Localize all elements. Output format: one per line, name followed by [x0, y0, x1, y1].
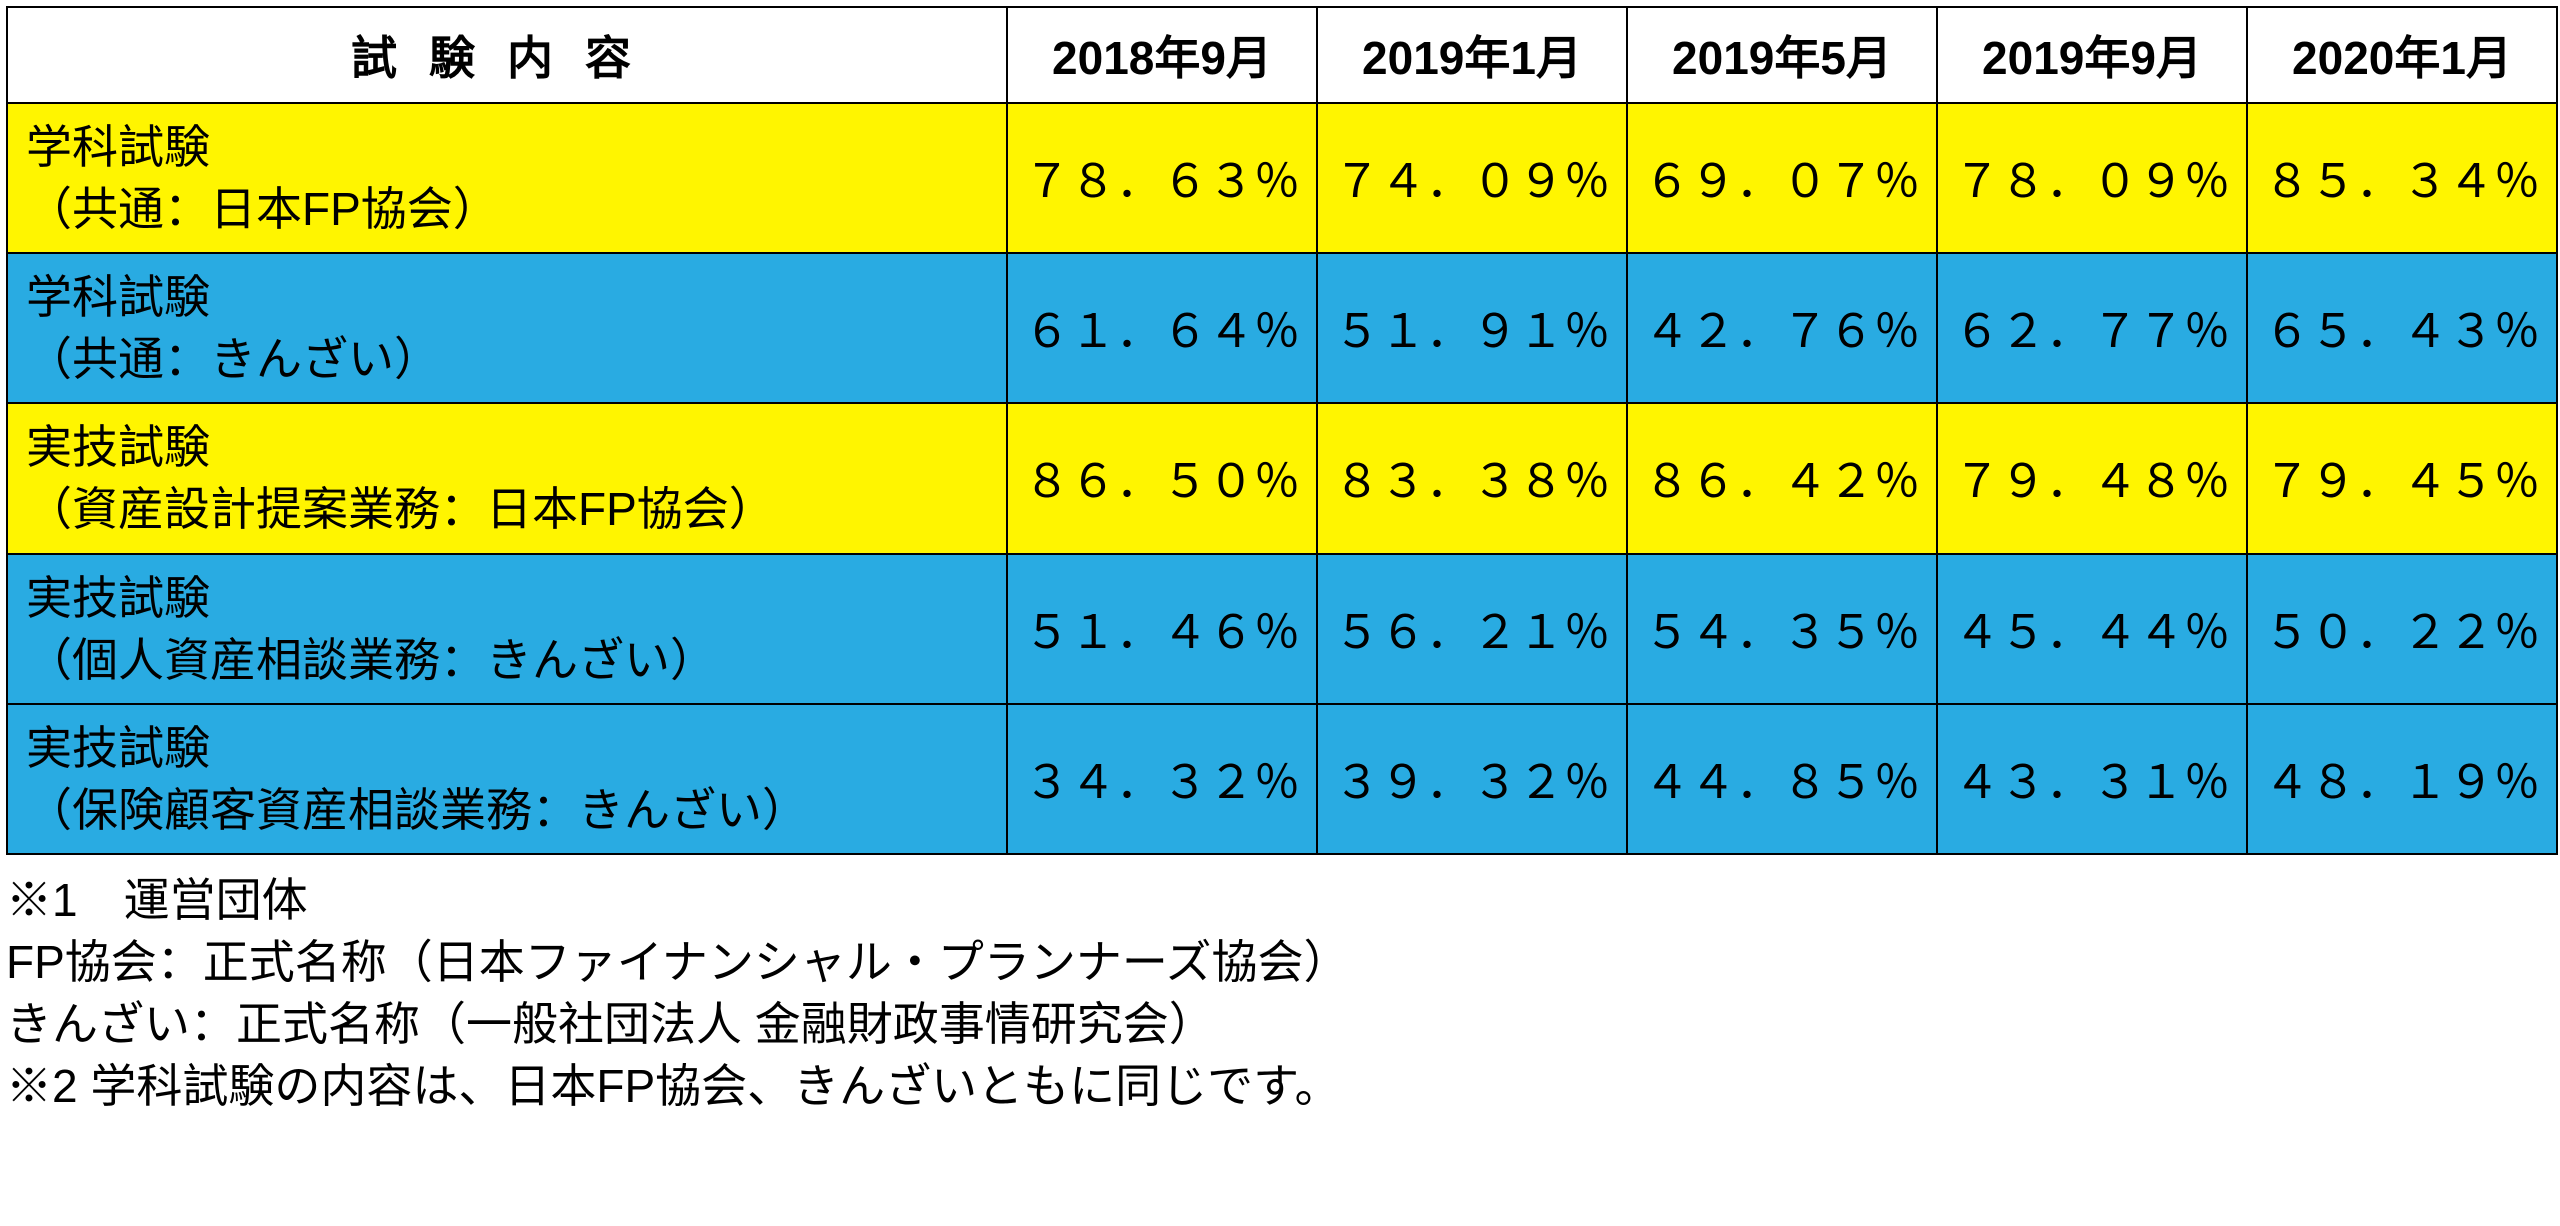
table-row: 学科試験（共通：きんざい）６１．６４％５１．９１％４２．７６％６２．７７％６５．…	[7, 253, 2557, 403]
pass-rate-table: 試験内容 2018年9月 2019年1月 2019年5月 2019年9月 202…	[6, 6, 2558, 855]
footnote-line-1: ※1 運営団体	[6, 869, 2554, 931]
footnote-line-3: きんざい：正式名称（一般社団法人 金融財政事情研究会）	[6, 993, 2554, 1055]
data-cell: ５１．４６％	[1007, 554, 1317, 704]
row-label: 実技試験（保険顧客資産相談業務：きんざい）	[7, 704, 1007, 854]
data-cell: ７９．４８％	[1937, 403, 2247, 553]
row-label-line2: （共通：きんざい）	[26, 328, 988, 390]
data-cell: ４４．８５％	[1627, 704, 1937, 854]
data-cell: ６１．６４％	[1007, 253, 1317, 403]
row-label-line1: 実技試験	[26, 717, 988, 779]
row-label-line1: 実技試験	[26, 416, 988, 478]
data-cell: ３４．３２％	[1007, 704, 1317, 854]
data-cell: ４３．３１％	[1937, 704, 2247, 854]
row-label-line1: 学科試験	[26, 116, 988, 178]
row-label-line1: 学科試験	[26, 266, 988, 328]
data-cell: ６９．０７％	[1627, 103, 1937, 253]
header-date-2: 2019年5月	[1627, 7, 1937, 103]
data-cell: ７８．６３％	[1007, 103, 1317, 253]
table-header-row: 試験内容 2018年9月 2019年1月 2019年5月 2019年9月 202…	[7, 7, 2557, 103]
header-date-0: 2018年9月	[1007, 7, 1317, 103]
table-row: 学科試験（共通：日本FP協会）７８．６３％７４．０９％６９．０７％７８．０９％８…	[7, 103, 2557, 253]
data-cell: ４２．７６％	[1627, 253, 1937, 403]
row-label-line2: （資産設計提案業務：日本FP協会）	[26, 478, 988, 540]
table-row: 実技試験（個人資産相談業務：きんざい）５１．４６％５６．２１％５４．３５％４５．…	[7, 554, 2557, 704]
header-date-3: 2019年9月	[1937, 7, 2247, 103]
data-cell: ６５．４３％	[2247, 253, 2557, 403]
data-cell: ７９．４５％	[2247, 403, 2557, 553]
data-cell: ４５．４４％	[1937, 554, 2247, 704]
table-row: 実技試験（資産設計提案業務：日本FP協会）８６．５０％８３．３８％８６．４２％７…	[7, 403, 2557, 553]
header-date-4: 2020年1月	[2247, 7, 2557, 103]
row-label: 学科試験（共通：日本FP協会）	[7, 103, 1007, 253]
data-cell: ８６．５０％	[1007, 403, 1317, 553]
footnotes: ※1 運営団体 FP協会：正式名称（日本ファイナンシャル・プランナーズ協会） き…	[6, 869, 2554, 1117]
table-body: 学科試験（共通：日本FP協会）７８．６３％７４．０９％６９．０７％７８．０９％８…	[7, 103, 2557, 854]
data-cell: ５４．３５％	[1627, 554, 1937, 704]
row-label-line2: （保険顧客資産相談業務：きんざい）	[26, 779, 988, 841]
data-cell: ８５．３４％	[2247, 103, 2557, 253]
row-label: 学科試験（共通：きんざい）	[7, 253, 1007, 403]
data-cell: ６２．７７％	[1937, 253, 2247, 403]
data-cell: ８６．４２％	[1627, 403, 1937, 553]
data-cell: ５１．９１％	[1317, 253, 1627, 403]
data-cell: ３９．３２％	[1317, 704, 1627, 854]
data-cell: ４８．１９％	[2247, 704, 2557, 854]
data-cell: ５６．２１％	[1317, 554, 1627, 704]
data-cell: ８３．３８％	[1317, 403, 1627, 553]
header-date-1: 2019年1月	[1317, 7, 1627, 103]
row-label-line1: 実技試験	[26, 567, 988, 629]
data-cell: ７８．０９％	[1937, 103, 2247, 253]
table-row: 実技試験（保険顧客資産相談業務：きんざい）３４．３２％３９．３２％４４．８５％４…	[7, 704, 2557, 854]
row-label-line2: （共通：日本FP協会）	[26, 178, 988, 240]
data-cell: ７４．０９％	[1317, 103, 1627, 253]
row-label: 実技試験（資産設計提案業務：日本FP協会）	[7, 403, 1007, 553]
header-exam-content: 試験内容	[7, 7, 1007, 103]
data-cell: ５０．２２％	[2247, 554, 2557, 704]
footnote-line-4: ※2 学科試験の内容は、日本FP協会、きんざいともに同じです。	[6, 1055, 2554, 1117]
row-label: 実技試験（個人資産相談業務：きんざい）	[7, 554, 1007, 704]
footnote-line-2: FP協会：正式名称（日本ファイナンシャル・プランナーズ協会）	[6, 931, 2554, 993]
row-label-line2: （個人資産相談業務：きんざい）	[26, 629, 988, 691]
